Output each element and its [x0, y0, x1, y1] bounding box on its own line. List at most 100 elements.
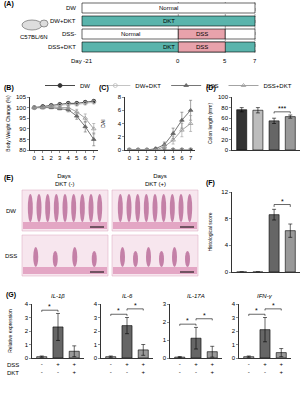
svg-text:0: 0: [33, 155, 37, 161]
svg-text:8: 8: [118, 94, 122, 100]
svg-text:DSS+DKT: DSS+DKT: [264, 83, 292, 89]
svg-text:80: 80: [19, 147, 26, 153]
svg-text:6: 6: [118, 107, 122, 113]
svg-text:7: 7: [253, 58, 257, 64]
svg-text:Colon length (mm): Colon length (mm): [207, 103, 213, 144]
svg-text:1: 1: [94, 342, 98, 348]
svg-text:2: 2: [145, 155, 149, 161]
svg-text:+-: +-: [194, 361, 198, 375]
svg-text:DSS: DSS: [7, 362, 19, 368]
svg-text:*: *: [186, 317, 189, 324]
svg-text:3: 3: [154, 155, 158, 161]
svg-text:0: 0: [163, 355, 167, 361]
svg-text:0: 0: [225, 147, 229, 153]
svg-text:IL-1β: IL-1β: [51, 293, 65, 299]
svg-text:20: 20: [221, 137, 228, 143]
svg-text:--: --: [248, 361, 250, 375]
svg-text:0: 0: [176, 58, 180, 64]
svg-text:++: ++: [210, 361, 214, 375]
svg-text:DKT: DKT: [163, 44, 175, 50]
svg-text:*: *: [117, 307, 120, 314]
svg-text:DSS-: DSS-: [62, 31, 76, 37]
svg-text:0: 0: [94, 355, 98, 361]
svg-text:2: 2: [118, 134, 122, 140]
svg-text:DKT (+): DKT (+): [145, 181, 166, 187]
svg-text:7: 7: [189, 155, 193, 161]
svg-text:--: --: [41, 361, 43, 375]
svg-text:+-: +-: [56, 361, 60, 375]
svg-text:0: 0: [128, 155, 132, 161]
svg-text:3: 3: [58, 155, 62, 161]
svg-text:3: 3: [94, 315, 98, 321]
svg-text:IL-6: IL-6: [122, 293, 133, 299]
svg-text:5: 5: [75, 155, 79, 161]
svg-text:Days: Days: [153, 173, 167, 179]
svg-text:(G): (G): [6, 291, 16, 299]
svg-text:1: 1: [41, 155, 45, 161]
svg-text:DKT: DKT: [163, 18, 175, 24]
svg-text:2: 2: [94, 328, 98, 334]
svg-text:95: 95: [19, 115, 26, 121]
svg-text:C57BL/6N: C57BL/6N: [20, 34, 48, 40]
svg-text:Relative expression: Relative expression: [7, 309, 13, 353]
svg-text:DW: DW: [80, 83, 90, 89]
svg-text:DSS: DSS: [206, 83, 218, 89]
svg-text:DKT (-): DKT (-): [55, 181, 75, 187]
svg-text:Days: Days: [57, 173, 71, 179]
svg-text:4: 4: [25, 301, 29, 307]
svg-text:++: ++: [72, 361, 76, 375]
svg-text:2: 2: [25, 328, 29, 334]
svg-text:4: 4: [67, 155, 71, 161]
svg-text:2: 2: [232, 328, 236, 334]
svg-text:8: 8: [225, 216, 229, 222]
svg-text:4: 4: [232, 301, 236, 307]
svg-text:1: 1: [136, 155, 140, 161]
svg-text:0: 0: [232, 355, 236, 361]
svg-text:***: ***: [278, 105, 286, 112]
svg-text:*: *: [272, 302, 275, 309]
svg-text:5: 5: [223, 58, 227, 64]
svg-text:*: *: [203, 312, 206, 319]
svg-text:IL-17A: IL-17A: [187, 293, 205, 299]
svg-text:6: 6: [180, 155, 184, 161]
svg-text:DSS: DSS: [196, 44, 208, 50]
svg-text:4: 4: [94, 301, 98, 307]
svg-text:*: *: [255, 307, 258, 314]
svg-text:DW: DW: [66, 5, 76, 11]
svg-text:2: 2: [163, 319, 167, 325]
svg-text:3: 3: [25, 315, 29, 321]
svg-text:Day -21: Day -21: [71, 58, 93, 64]
svg-text:++: ++: [141, 361, 145, 375]
svg-text:3: 3: [232, 315, 236, 321]
svg-text:DSS: DSS: [196, 31, 208, 37]
svg-text:(C): (C): [99, 84, 109, 92]
svg-text:(A): (A): [4, 0, 14, 8]
svg-text:(B): (B): [4, 84, 14, 92]
svg-text:Histological score: Histological score: [207, 212, 213, 251]
svg-text:*: *: [281, 198, 284, 205]
svg-text:60: 60: [221, 115, 228, 121]
svg-text:85: 85: [19, 137, 26, 143]
svg-text:DW+DKT: DW+DKT: [135, 83, 161, 89]
svg-text:0: 0: [25, 355, 29, 361]
svg-text:100: 100: [218, 94, 229, 100]
svg-text:7: 7: [92, 155, 96, 161]
svg-text:--: --: [110, 361, 112, 375]
svg-text:4: 4: [225, 242, 229, 248]
svg-text:DW: DW: [6, 208, 16, 214]
svg-text:DKT: DKT: [7, 370, 19, 376]
svg-text:12: 12: [221, 189, 228, 195]
svg-text:5: 5: [171, 155, 175, 161]
svg-text:++: ++: [279, 361, 283, 375]
svg-text:80: 80: [221, 105, 228, 111]
svg-text:4: 4: [163, 155, 167, 161]
svg-text:IFN-γ: IFN-γ: [257, 293, 273, 299]
svg-text:6: 6: [84, 155, 88, 161]
svg-text:1: 1: [25, 342, 29, 348]
svg-text:100: 100: [16, 105, 27, 111]
svg-text:*: *: [48, 303, 51, 310]
svg-text:0: 0: [225, 269, 229, 275]
svg-text:*: *: [134, 302, 137, 309]
svg-text:DSS: DSS: [5, 253, 17, 259]
svg-text:DW+DKT: DW+DKT: [50, 18, 76, 24]
